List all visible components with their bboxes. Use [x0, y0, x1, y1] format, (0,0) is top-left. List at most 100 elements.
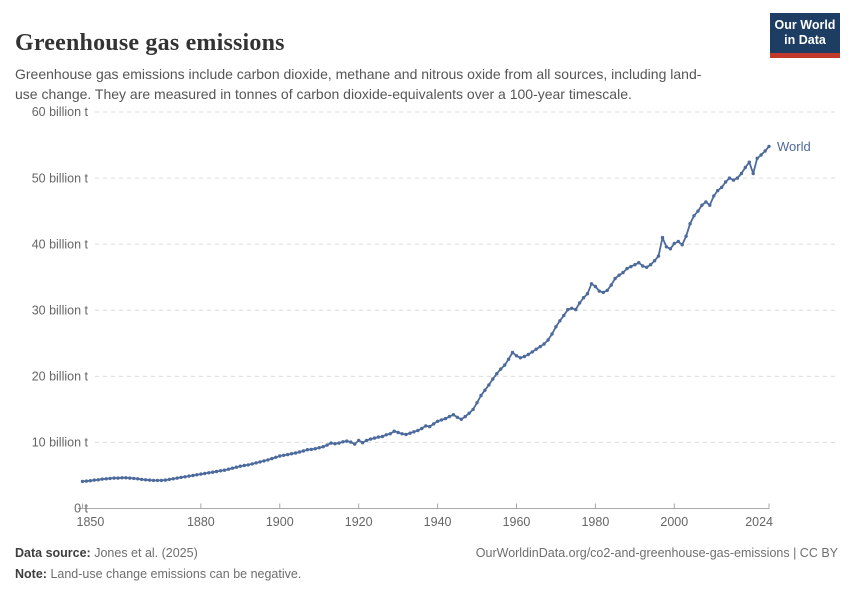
data-point[interactable]: [262, 459, 266, 463]
data-point[interactable]: [522, 354, 527, 359]
data-point[interactable]: [140, 477, 144, 482]
data-point[interactable]: [408, 431, 412, 435]
data-point[interactable]: [313, 447, 317, 451]
data-point[interactable]: [652, 259, 657, 263]
data-point[interactable]: [451, 413, 456, 417]
data-point[interactable]: [495, 372, 499, 376]
data-point[interactable]: [759, 153, 763, 157]
data-point[interactable]: [380, 434, 385, 439]
data-point[interactable]: [147, 478, 152, 482]
data-point[interactable]: [475, 401, 479, 405]
data-point[interactable]: [136, 477, 140, 481]
data-point[interactable]: [467, 411, 471, 415]
data-point[interactable]: [558, 319, 562, 323]
data-point[interactable]: [597, 289, 601, 293]
data-point[interactable]: [656, 254, 661, 258]
data-point[interactable]: [538, 344, 542, 349]
data-point[interactable]: [447, 414, 452, 419]
data-point[interactable]: [258, 460, 262, 464]
data-point[interactable]: [396, 430, 400, 435]
owid-logo[interactable]: Our World in Data: [770, 13, 840, 58]
data-point[interactable]: [503, 363, 507, 367]
data-point[interactable]: [151, 478, 156, 483]
data-point[interactable]: [297, 450, 302, 454]
data-point[interactable]: [747, 160, 751, 164]
data-point[interactable]: [376, 435, 381, 439]
data-point[interactable]: [534, 347, 538, 351]
data-point[interactable]: [226, 467, 231, 471]
data-point[interactable]: [577, 301, 582, 305]
series-label-world[interactable]: World: [777, 139, 811, 154]
data-point[interactable]: [648, 263, 653, 267]
data-point[interactable]: [270, 456, 274, 461]
data-point[interactable]: [345, 439, 349, 443]
data-point[interactable]: [668, 247, 673, 251]
data-point[interactable]: [175, 476, 179, 480]
data-point[interactable]: [266, 458, 270, 462]
data-point[interactable]: [84, 479, 89, 483]
data-point[interactable]: [696, 209, 700, 213]
data-point[interactable]: [487, 383, 491, 387]
data-point[interactable]: [349, 440, 353, 444]
data-point[interactable]: [108, 476, 112, 481]
data-point[interactable]: [309, 447, 313, 452]
data-point[interactable]: [286, 452, 290, 457]
data-point[interactable]: [384, 433, 388, 437]
credit-link[interactable]: OurWorldinData.org/co2-and-greenhouse-ga…: [475, 546, 838, 560]
data-point[interactable]: [214, 469, 219, 474]
data-point[interactable]: [404, 432, 408, 437]
data-point[interactable]: [570, 306, 574, 310]
data-point[interactable]: [684, 234, 688, 238]
data-point[interactable]: [554, 325, 558, 329]
data-point[interactable]: [613, 276, 617, 281]
data-point[interactable]: [112, 476, 116, 480]
data-point[interactable]: [510, 350, 515, 355]
data-point[interactable]: [317, 446, 321, 450]
data-point[interactable]: [120, 476, 124, 480]
data-point[interactable]: [104, 477, 108, 481]
data-point[interactable]: [459, 417, 463, 421]
data-point[interactable]: [242, 463, 246, 468]
data-point[interactable]: [637, 261, 641, 265]
data-point[interactable]: [372, 436, 377, 440]
data-point[interactable]: [463, 414, 467, 419]
data-point[interactable]: [585, 292, 590, 296]
data-point[interactable]: [720, 185, 724, 189]
data-point[interactable]: [337, 441, 341, 445]
data-point[interactable]: [222, 468, 227, 472]
data-point[interactable]: [514, 354, 519, 358]
data-point[interactable]: [716, 188, 720, 193]
data-point[interactable]: [254, 461, 258, 465]
data-point[interactable]: [207, 471, 211, 475]
data-point[interactable]: [321, 445, 325, 449]
data-point[interactable]: [727, 176, 732, 180]
data-point[interactable]: [550, 332, 554, 336]
data-point[interactable]: [250, 462, 254, 466]
data-point[interactable]: [282, 453, 286, 457]
data-point[interactable]: [278, 454, 282, 458]
data-point[interactable]: [218, 469, 223, 473]
data-point[interactable]: [479, 393, 483, 398]
data-point[interactable]: [353, 442, 357, 446]
data-point[interactable]: [751, 171, 755, 176]
data-point[interactable]: [416, 428, 420, 433]
data-point[interactable]: [542, 342, 546, 346]
data-point[interactable]: [392, 429, 396, 433]
data-point[interactable]: [712, 194, 716, 198]
data-point[interactable]: [230, 466, 235, 470]
data-point[interactable]: [195, 473, 199, 477]
data-point[interactable]: [471, 407, 475, 412]
data-point[interactable]: [526, 352, 530, 357]
data-point[interactable]: [305, 448, 310, 452]
data-point[interactable]: [368, 437, 373, 441]
data-point[interactable]: [609, 283, 613, 287]
data-point[interactable]: [203, 471, 207, 476]
data-point[interactable]: [167, 477, 171, 482]
data-point[interactable]: [483, 388, 487, 392]
data-point[interactable]: [621, 270, 625, 275]
data-point[interactable]: [364, 438, 369, 443]
data-point[interactable]: [731, 178, 736, 182]
data-point[interactable]: [566, 307, 570, 312]
data-point[interactable]: [435, 419, 440, 423]
data-point[interactable]: [443, 416, 448, 421]
